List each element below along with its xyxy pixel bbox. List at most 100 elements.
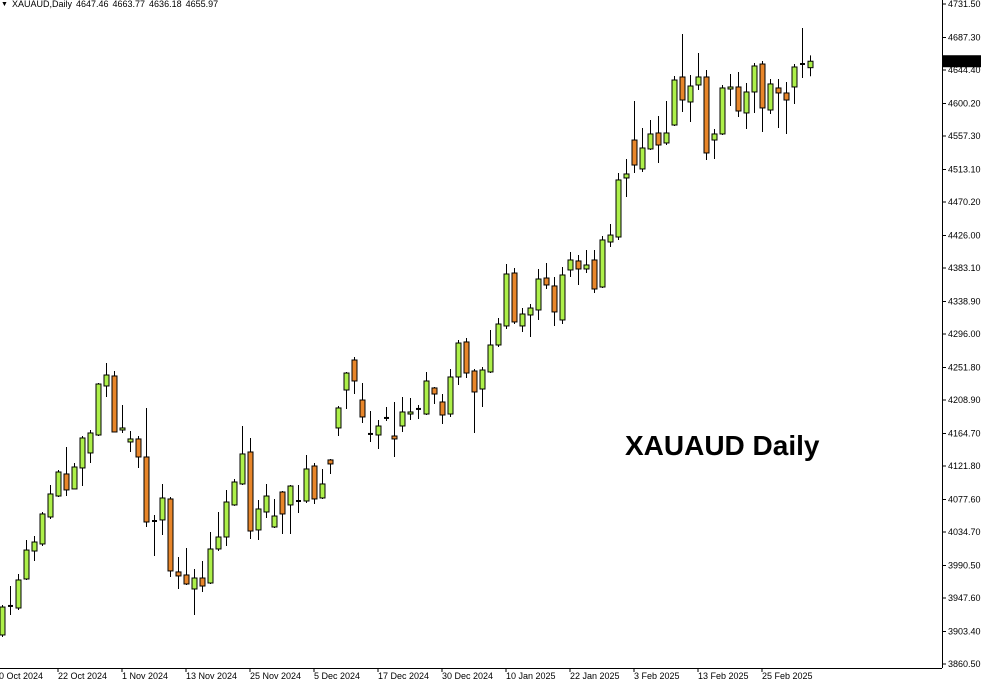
y-tick-label: 4338.90 [948,296,981,306]
chart-header: ▼ XAUAUD,Daily 4647.46 4663.77 4636.18 4… [1,0,218,9]
y-tick-label: 4034.70 [948,527,981,537]
candle-body [487,344,494,373]
candle-body [319,483,326,499]
candle-body [503,273,510,327]
candle-body [751,65,758,93]
candle-body [687,85,694,103]
y-tick-label: 3947.60 [948,593,981,603]
candle-body [471,370,478,393]
candle-body [455,342,462,378]
candle-body [351,359,358,382]
candle-body [743,91,750,114]
candle-body [591,259,598,290]
candle-body [127,438,134,443]
y-tick-label: 4513.10 [948,164,981,174]
candle-body [519,313,526,327]
candle-body [199,577,206,587]
candle-body [167,498,174,572]
candle-body [679,76,686,101]
candle-body [39,513,46,545]
candle-body [263,495,270,513]
y-tick-label: 4251.80 [948,362,981,372]
candle-body [623,173,630,179]
candle-body [223,501,230,538]
y-tick-label: 4470.20 [948,197,981,207]
candle-body [511,272,518,323]
candle-body [439,401,446,416]
candle-body [791,66,798,88]
candle-body [79,437,86,469]
y-tick-label: 4557.30 [948,131,981,141]
ohlc-open: 4647.46 [75,0,109,9]
candle-body [183,574,190,585]
y-tick-label: 4600.20 [948,98,981,108]
candle-body [87,432,94,454]
candle-body [15,579,22,609]
candle-body [567,259,574,271]
candle-body [95,383,102,436]
y-tick-label: 4077.60 [948,494,981,504]
candle-body [599,239,606,288]
y-tick-label: 3860.50 [948,659,981,669]
candle-body [71,466,78,490]
candle-body [23,549,30,580]
candle-body [711,133,718,141]
x-tick-label: 3 Feb 2025 [634,671,680,680]
y-tick-label: 3990.50 [948,560,981,570]
y-tick-label: 4731.50 [948,0,981,9]
chart-overlay-title: XAUAUD Daily [625,430,820,461]
candle-body [783,92,790,101]
candle-body [639,147,646,170]
candle-body [399,411,406,427]
candle-body [543,277,550,286]
x-tick-label: 10 Jan 2025 [506,671,556,680]
y-tick-label: 4687.30 [948,32,981,42]
candle-body [375,425,382,436]
candle-body [559,274,566,321]
x-tick-label: 1 Nov 2024 [122,671,168,680]
candle-body [159,497,166,521]
candle-body [63,473,70,491]
candle-body [527,307,534,316]
candle-body [431,387,438,395]
candle-body [215,536,222,550]
candle-body [111,375,118,433]
candle-body [135,438,142,458]
candle-body [615,179,622,238]
triangle-down-icon[interactable]: ▼ [1,0,8,8]
candle-body [727,86,734,90]
candle-body [279,491,286,515]
candle-body [807,60,814,69]
y-tick-label: 4164.70 [948,428,981,438]
candle-body [311,465,318,500]
candle-body [607,234,614,243]
y-tick-label: 4383.10 [948,263,981,273]
candle-body [143,456,150,523]
candle-body [231,481,238,506]
candle-body [31,541,38,552]
candle-body [335,407,342,429]
y-tick-label: 4644.40 [948,65,981,75]
ohlc-high: 4663.77 [112,0,146,9]
candle-body [0,606,6,636]
x-tick-label: 25 Nov 2024 [250,671,301,680]
candle-body [407,411,414,415]
candle-body [175,571,182,577]
candle-body [551,285,558,313]
candle-body [447,376,454,415]
x-tick-label: 5 Dec 2024 [314,671,360,680]
candle-body [759,63,766,109]
candle-body [271,515,278,528]
y-tick-label: 4121.80 [948,461,981,471]
y-tick-label: 4208.90 [948,395,981,405]
x-tick-label: 30 Dec 2024 [442,671,493,680]
x-tick-label: 10 Oct 2024 [0,671,43,680]
current-price-box [943,55,981,68]
x-tick-label: 22 Jan 2025 [570,671,620,680]
candle-body [303,468,310,502]
candle-body [391,435,398,440]
candle-body [735,86,742,112]
candle-body [207,548,214,584]
y-tick-label: 4426.00 [948,230,981,240]
